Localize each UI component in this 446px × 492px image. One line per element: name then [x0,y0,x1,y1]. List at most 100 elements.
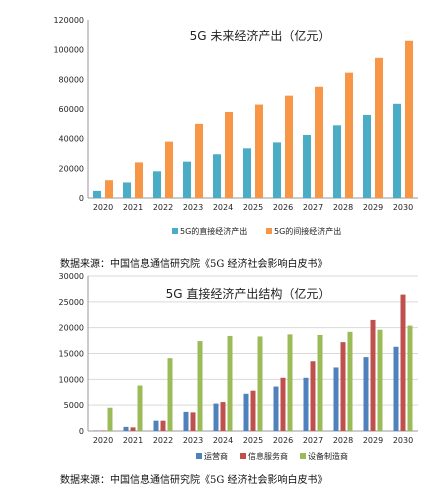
x-tick-label: 2024 [213,436,233,445]
x-tick-label: 2030 [393,203,413,212]
bar-2 [105,180,113,198]
bar-2 [250,390,256,431]
y-tick-label: 20000 [59,164,84,173]
bar-2 [315,86,323,198]
direct-output-structure-chart: 5G 直接经济产出结构（亿元） 0 5000 10000 15000 20000 25000… [59,272,418,461]
legend-label: 设备制造商 [308,451,348,461]
legend-swatch [240,453,246,459]
legend-swatch [300,453,306,459]
bar-3 [257,336,263,431]
legend-label: 运营商 [204,451,228,461]
bar-2 [285,95,293,198]
bar-3 [347,331,353,431]
x-tick-label: 2024 [213,203,233,212]
bar-3 [137,385,143,431]
bar-2 [255,104,263,198]
bar-1 [213,154,221,198]
y-tick-label: 120000 [53,16,84,25]
x-tick-label: 2029 [363,203,383,212]
legend-swatch [266,228,272,234]
x-tick-label: 2027 [303,436,323,445]
bar-2 [345,72,353,198]
economic-output-chart: 5G 未来经济产出（亿元） 0 20000 40000 60000 80000 100000… [53,16,418,236]
x-tick-label: 2025 [243,436,263,445]
bar-1 [93,190,101,198]
bar-1 [183,161,191,198]
bar-2 [190,412,196,431]
y-tick-label: 15000 [59,350,84,359]
bar-3 [197,341,203,431]
y-tick-label: 40000 [59,135,84,144]
bar-1 [93,430,99,431]
bar-2 [400,294,406,431]
bar-3 [317,334,323,431]
x-tick-label: 2030 [393,436,413,445]
x-tick-label: 2029 [363,436,383,445]
data-source-note-1: 数据来源：中国信息通信研究院《5G 经济社会影响白皮书》 [60,259,328,270]
bar-2 [100,430,106,431]
y-tick-label: 100000 [53,46,84,55]
legend-label: 5G的间接经济产出 [274,226,341,236]
bar-1 [363,114,371,198]
bar-1 [123,182,131,198]
y-tick-label: 0 [79,194,84,203]
y-tick-label: 80000 [59,75,84,84]
chart-title: 5G 直接经济产出结构（亿元） [166,286,331,301]
bar-1 [393,103,401,198]
bar-3 [407,325,413,431]
bar-2 [370,319,376,431]
y-tick-label: 20000 [59,324,84,333]
x-tick-label: 2020 [93,436,113,445]
bar-1 [393,346,399,431]
bar-1 [123,426,129,431]
legend-swatch [172,228,178,234]
legend-swatch [196,453,202,459]
bar-3 [167,358,173,431]
x-tick-label: 2028 [333,436,353,445]
bar-1 [303,377,309,431]
bar-2 [220,402,226,431]
bar-3 [227,335,233,431]
bar-1 [273,142,281,198]
y-tick-label: 60000 [59,105,84,114]
x-tick-label: 2023 [183,203,203,212]
bar-2 [165,141,173,198]
y-tick-label: 10000 [59,375,84,384]
x-tick-label: 2022 [153,203,173,212]
bar-3 [107,407,113,431]
data-source-note-2: 数据来源：中国信息通信研究院《5G 经济社会影响白皮书》 [60,475,328,486]
y-tick-label: 30000 [59,272,84,281]
bar-2 [280,377,286,431]
bar-2 [405,40,413,199]
x-tick-label: 2028 [333,203,353,212]
bar-1 [153,420,159,431]
bar-3 [377,329,383,431]
bar-2 [160,420,166,431]
x-tick-label: 2027 [303,203,323,212]
bar-2 [375,57,383,199]
bar-1 [243,393,249,431]
x-tick-label: 2025 [243,203,263,212]
bar-2 [135,162,143,198]
x-tick-label: 2022 [153,436,173,445]
bar-2 [130,427,136,431]
x-tick-label: 2026 [273,203,293,212]
bar-2 [340,342,346,431]
bar-2 [225,111,233,198]
bar-1 [183,411,189,431]
bar-3 [287,334,293,431]
y-tick-label: 25000 [59,298,84,307]
bar-1 [333,367,339,431]
bar-1 [273,386,279,431]
bar-1 [243,148,251,198]
x-tick-label: 2021 [123,203,143,212]
x-tick-label: 2026 [273,436,293,445]
x-tick-label: 2023 [183,436,203,445]
bar-1 [303,134,311,198]
legend-label: 5G的直接经济产出 [180,226,247,236]
x-tick-label: 2021 [123,436,143,445]
bar-1 [153,171,161,198]
y-tick-label: 5000 [64,401,84,410]
bar-2 [195,123,203,198]
bar-1 [333,125,341,198]
